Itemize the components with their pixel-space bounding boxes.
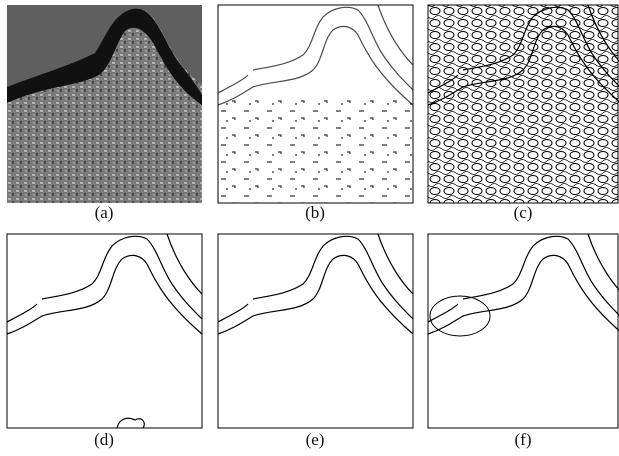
panel-label: (e): [306, 430, 325, 449]
panel-label: (b): [305, 203, 325, 222]
panel-d: [7, 234, 202, 428]
panel-label: (d): [94, 430, 114, 449]
panel-label: (c): [514, 203, 533, 222]
panel-label: (a): [95, 203, 114, 222]
figure: (a) (b) (c) (d) (e) (f): [0, 0, 619, 456]
panel-c: [428, 5, 619, 203]
panel-f: [428, 234, 619, 428]
panel-e: [218, 234, 413, 428]
panel-label: (f): [515, 430, 532, 449]
panel-b: [218, 5, 413, 203]
panel-a: [7, 5, 202, 203]
